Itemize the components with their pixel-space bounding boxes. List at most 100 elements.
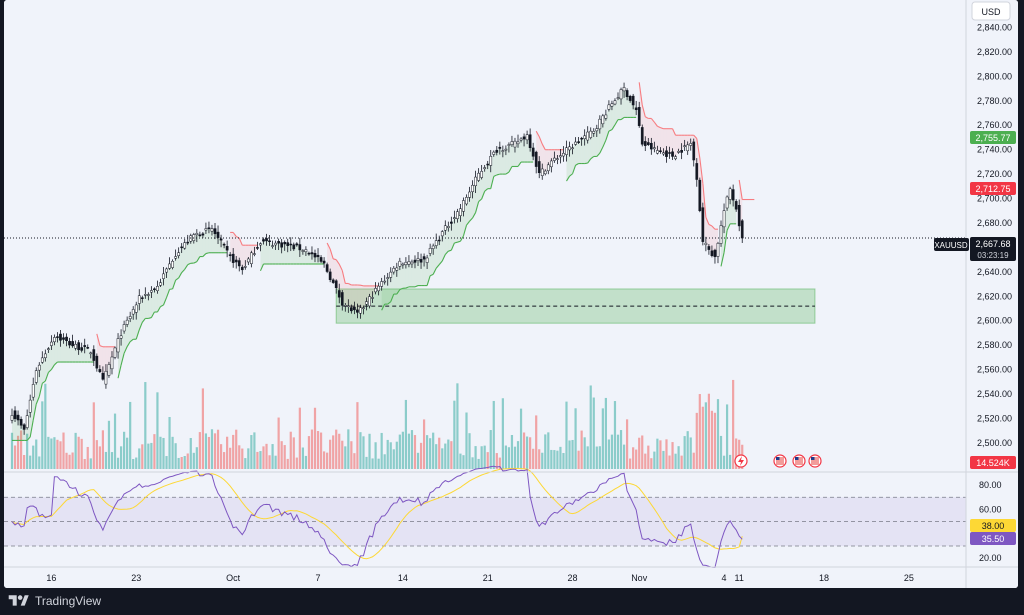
volume-bar xyxy=(365,456,368,469)
candle-body xyxy=(534,151,538,167)
volume-bar xyxy=(665,439,668,469)
candle-body xyxy=(301,250,305,252)
volume-bar xyxy=(126,437,129,469)
supertrend-fill xyxy=(27,406,31,441)
volume-bar xyxy=(129,401,132,469)
volume-bar xyxy=(183,455,186,469)
price-candles[interactable] xyxy=(10,82,744,435)
us-economic-event-icon[interactable] xyxy=(808,454,822,468)
supertrend-line xyxy=(484,188,489,192)
volume-bar xyxy=(538,449,541,469)
supertrend-line xyxy=(414,285,419,288)
chart-frame[interactable]: 2,500.00 2,520.00 2,540.00 2,560.00 2,580.00… xyxy=(4,0,1018,588)
price-tick-label: 2,720.00 xyxy=(977,169,1012,179)
supertrend-fill xyxy=(454,215,458,244)
volume-bar xyxy=(77,436,80,469)
volume-bar xyxy=(153,434,156,469)
supertrend-fill xyxy=(15,414,19,441)
supertrend-fill xyxy=(393,269,397,295)
supertrend-line xyxy=(259,263,264,272)
volume-bar xyxy=(247,448,250,469)
candle-body xyxy=(562,153,565,157)
volume-bar xyxy=(89,458,92,469)
candle-body xyxy=(731,189,735,201)
candle-body xyxy=(640,127,644,145)
candle-body xyxy=(104,370,108,385)
candle-body xyxy=(143,294,147,296)
volume-bar xyxy=(68,454,71,469)
volume-bar xyxy=(659,440,662,469)
supertrend-fill xyxy=(139,298,143,330)
supertrend-fill xyxy=(414,259,419,287)
chart-canvas[interactable]: 2,500.00 2,520.00 2,540.00 2,560.00 2,580.00… xyxy=(4,0,1018,588)
symbol-badge[interactable]: XAUUSD xyxy=(934,238,969,251)
supertrend-fill xyxy=(708,224,712,254)
volume-bar xyxy=(271,444,274,469)
volume-bar xyxy=(232,434,235,469)
candle-body xyxy=(583,135,587,139)
volume-bar xyxy=(92,402,95,469)
supertrend-line xyxy=(738,179,743,200)
volume-bar xyxy=(465,412,468,469)
supertrend-fill xyxy=(518,139,522,167)
supertrend-line xyxy=(160,304,164,308)
candle-body xyxy=(271,245,274,247)
volume-bar xyxy=(298,407,301,469)
candle-body xyxy=(65,336,68,342)
candle-body xyxy=(362,307,365,309)
volume-bar xyxy=(644,453,647,469)
volume-bar xyxy=(501,398,504,469)
volume-bar xyxy=(23,455,26,469)
supertrend-line xyxy=(450,242,455,251)
tradingview-brand-text: TradingView xyxy=(35,594,102,608)
candle-body xyxy=(601,115,605,125)
supertrend-fill xyxy=(666,128,670,154)
supertrend-line xyxy=(426,275,431,286)
volume-bar xyxy=(580,430,583,469)
candle-body xyxy=(443,225,447,231)
volume-bar xyxy=(498,457,501,469)
volume-bar xyxy=(144,382,147,469)
supertrend-fill xyxy=(487,160,491,189)
volume-bar xyxy=(604,397,607,469)
candle-body xyxy=(59,333,62,341)
supertrend-fill xyxy=(205,227,209,254)
us-economic-event-icon[interactable] xyxy=(792,454,806,468)
supertrend-line xyxy=(608,129,613,132)
rsi-pane[interactable] xyxy=(4,465,966,568)
candle-body xyxy=(186,241,190,244)
volume-bar xyxy=(392,449,395,469)
supertrend-fill xyxy=(396,263,400,295)
candle-body xyxy=(683,145,687,147)
volume-bar xyxy=(704,402,707,469)
candle-body xyxy=(434,240,438,246)
volume-bar xyxy=(486,452,489,469)
volume-bar xyxy=(104,451,108,469)
time-axis[interactable]: 16 23 Oct 7 14 21 28 Nov 4 11 18 25 xyxy=(46,573,914,583)
rsi-value-badge: 35.50 xyxy=(970,532,1016,545)
currency-button[interactable] xyxy=(971,1,1011,21)
candle-body xyxy=(474,176,477,187)
volume-bar xyxy=(219,444,223,469)
candle-body xyxy=(598,118,602,130)
candle-body xyxy=(162,273,165,279)
rsi-ma-line xyxy=(11,467,743,560)
tradingview-logo[interactable]: TradingView xyxy=(8,593,101,609)
volume-bar xyxy=(450,441,453,469)
supertrend-line xyxy=(444,250,449,255)
earnings-flash-icon[interactable] xyxy=(734,454,748,468)
supertrend-fill xyxy=(42,355,46,384)
price-tick-label: 2,840.00 xyxy=(977,22,1012,32)
us-economic-event-icon[interactable] xyxy=(773,454,787,468)
candle-body xyxy=(128,316,132,319)
volume-bar xyxy=(692,452,695,469)
supertrend-fill xyxy=(266,239,270,265)
candle-body xyxy=(725,196,729,209)
supertrend-fill xyxy=(163,270,167,305)
volume-bar xyxy=(238,445,241,469)
candle-body xyxy=(698,179,702,211)
volume-bar xyxy=(653,451,656,469)
volume-bar xyxy=(268,455,271,469)
event-markers[interactable] xyxy=(734,454,822,468)
supertrend-line xyxy=(726,223,731,231)
